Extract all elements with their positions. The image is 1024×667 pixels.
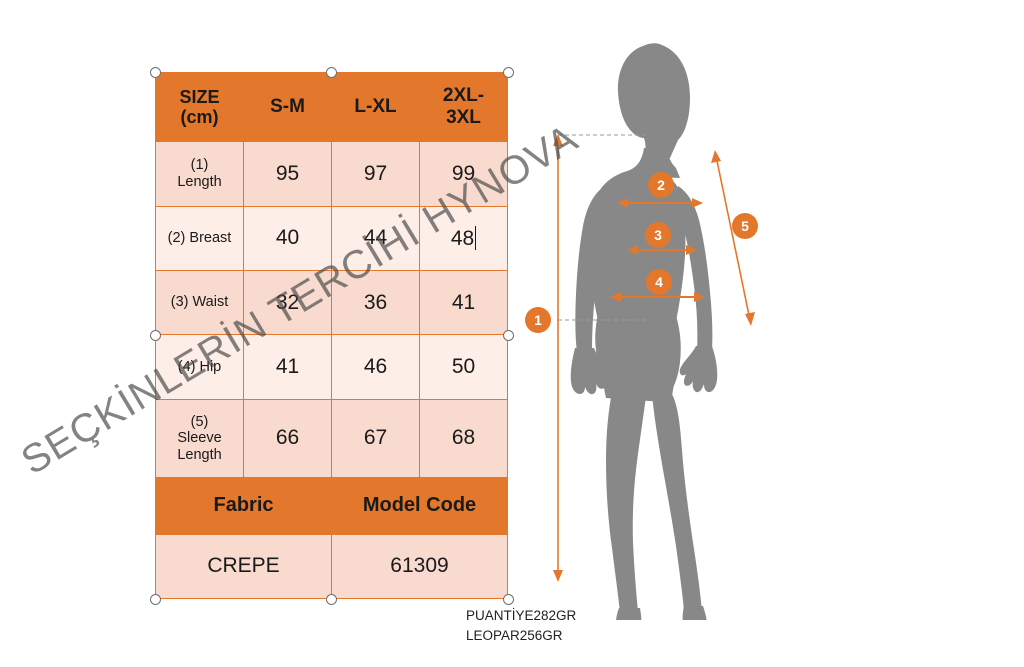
row-label-length: (1) Length [155, 141, 244, 207]
table-row: (5) Sleeve Length 66 67 68 [155, 398, 508, 479]
table-footer-header-row: Fabric Model Code [155, 477, 508, 535]
cell-length-sm[interactable]: 95 [243, 141, 332, 207]
row-label-breast: (2) Breast [155, 205, 244, 272]
header-cell-size: SIZE (cm) [155, 71, 244, 143]
header-size-line2: (cm) [180, 107, 219, 128]
size-chart-table[interactable]: SIZE (cm) S-M L-XL 2XL- 3XL (1) Length 95… [155, 71, 508, 600]
row-label-sleeve: (5) Sleeve Length [155, 398, 244, 479]
marker-badge-5: 5 [733, 214, 757, 238]
selection-handle-bottom-center[interactable] [326, 594, 337, 605]
sleeve-arrow [711, 150, 755, 326]
selection-handle-top-right[interactable] [503, 67, 514, 78]
cell-length-lxl[interactable]: 97 [331, 141, 420, 207]
row-label-sleeve-l2: Sleeve [177, 430, 222, 447]
table-row: (4) Hip 41 46 50 [155, 334, 508, 400]
row-label-length-l1: (1) [190, 157, 209, 174]
text-caret [475, 225, 477, 250]
marker-badge-2-label: 2 [657, 177, 665, 193]
row-label-hip: (4) Hip [155, 334, 244, 400]
cell-breast-2xl[interactable]: 48 [419, 205, 508, 272]
cell-breast-sm[interactable]: 40 [243, 205, 332, 272]
cell-hip-sm[interactable]: 41 [243, 334, 332, 400]
selection-handle-mid-left[interactable] [150, 330, 161, 341]
marker-badge-3-label: 3 [654, 227, 662, 243]
row-label-length-l2: Length [177, 174, 222, 191]
row-label-waist: (3) Waist [155, 270, 244, 336]
row-label-sleeve-l3: Length [177, 446, 222, 463]
product-codes: PUANTİYE282GR LEOPAR256GR [466, 606, 576, 647]
cell-waist-2xl[interactable]: 41 [419, 270, 508, 336]
hip-arrow [610, 292, 705, 302]
silhouette-body [570, 43, 718, 620]
header-cell-sm: S-M [243, 71, 332, 143]
marker-badge-4: 4 [647, 270, 671, 294]
table-footer-value-row: CREPE 61309 [155, 533, 508, 600]
header-cell-lxl: L-XL [331, 71, 420, 143]
footer-value-fabric[interactable]: CREPE [155, 533, 332, 600]
cell-sleeve-lxl[interactable]: 67 [331, 398, 420, 479]
cell-breast-lxl[interactable]: 44 [331, 205, 420, 272]
marker-badge-2: 2 [649, 173, 673, 197]
selection-handle-top-left[interactable] [150, 67, 161, 78]
cell-sleeve-2xl[interactable]: 68 [419, 398, 508, 479]
table-header-row: SIZE (cm) S-M L-XL 2XL- 3XL [155, 71, 508, 143]
cell-hip-lxl[interactable]: 46 [331, 334, 420, 400]
cell-breast-2xl-text: 48 [450, 226, 475, 250]
table-row: (1) Length 95 97 99 [155, 141, 508, 207]
bust-arrow [617, 198, 703, 208]
selection-handle-top-center[interactable] [326, 67, 337, 78]
footer-header-fabric: Fabric [155, 477, 332, 535]
product-code-line2: LEOPAR256GR [466, 628, 563, 644]
marker-badge-1: 1 [526, 308, 550, 332]
length-arrow [553, 134, 563, 582]
marker-badge-3: 3 [646, 223, 670, 247]
header-cell-2xl3xl: 2XL- 3XL [419, 71, 508, 143]
footer-header-model-code: Model Code [331, 477, 508, 535]
cell-length-2xl[interactable]: 99 [419, 141, 508, 207]
row-label-sleeve-l1: (5) [190, 413, 209, 430]
table-row: (2) Breast 40 44 48 [155, 205, 508, 272]
waist-arrow [627, 245, 697, 255]
product-code-line1: PUANTİYE282GR [466, 608, 577, 623]
footer-value-model-code[interactable]: 61309 [331, 533, 508, 600]
selection-handle-mid-right[interactable] [503, 330, 514, 341]
cell-hip-2xl[interactable]: 50 [419, 334, 508, 400]
selection-handle-bottom-left[interactable] [150, 594, 161, 605]
selection-handle-bottom-right[interactable] [503, 594, 514, 605]
cell-waist-lxl[interactable]: 36 [331, 270, 420, 336]
table-row: (3) Waist 32 36 41 [155, 270, 508, 336]
marker-badge-1-label: 1 [534, 312, 542, 328]
marker-badge-5-label: 5 [741, 218, 749, 234]
cell-waist-sm[interactable]: 32 [243, 270, 332, 336]
header-size-line1: SIZE [179, 86, 220, 107]
mannequin-figure [553, 43, 755, 620]
cell-sleeve-sm[interactable]: 66 [243, 398, 332, 479]
marker-badge-4-label: 4 [655, 274, 663, 290]
